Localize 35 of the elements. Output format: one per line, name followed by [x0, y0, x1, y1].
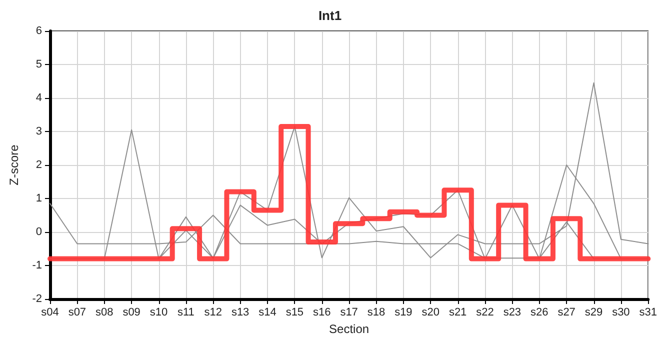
y-tick-label: 0	[36, 226, 42, 238]
x-tick-label: s27	[558, 306, 576, 318]
x-axis-title: Section	[329, 322, 370, 336]
x-tick-label: s22	[476, 306, 494, 318]
x-tick-label: s19	[394, 306, 412, 318]
x-tick-label: s08	[96, 306, 114, 318]
x-tick-label: s16	[313, 306, 331, 318]
y-tick-label: -1	[32, 260, 42, 272]
x-tick-label: s18	[367, 306, 386, 318]
x-tick-label: s29	[584, 306, 603, 318]
x-tick-label: s13	[231, 306, 250, 318]
x-tick-label: s26	[530, 306, 548, 318]
x-tick-label: s07	[68, 306, 86, 318]
y-axis-title: Z-score	[7, 144, 21, 186]
x-tick-label: s23	[503, 306, 522, 318]
x-tick-label: s21	[448, 306, 467, 318]
x-tick-label: s15	[286, 306, 304, 318]
x-tick-label: s10	[150, 306, 168, 318]
y-tick-label: 2	[36, 159, 42, 171]
y-tick-label: 3	[36, 126, 42, 138]
y-tick-label: 4	[36, 92, 42, 104]
x-tick-label: s04	[41, 306, 59, 318]
x-tick-label: s09	[122, 306, 140, 318]
x-tick-label: s31	[639, 306, 658, 318]
y-tick-label: 6	[36, 25, 42, 37]
x-tick-label: s17	[340, 306, 358, 318]
chart-title: Int1	[318, 8, 342, 23]
y-tick-label: 1	[36, 192, 42, 204]
y-tick-label: 5	[36, 58, 42, 70]
x-tick-label: s14	[258, 306, 276, 318]
x-tick-label: s20	[422, 306, 440, 318]
x-tick-label: s30	[612, 306, 630, 318]
y-tick-label: -2	[32, 293, 42, 305]
x-tick-label: s12	[204, 306, 222, 318]
x-tick-label: s11	[177, 306, 194, 318]
